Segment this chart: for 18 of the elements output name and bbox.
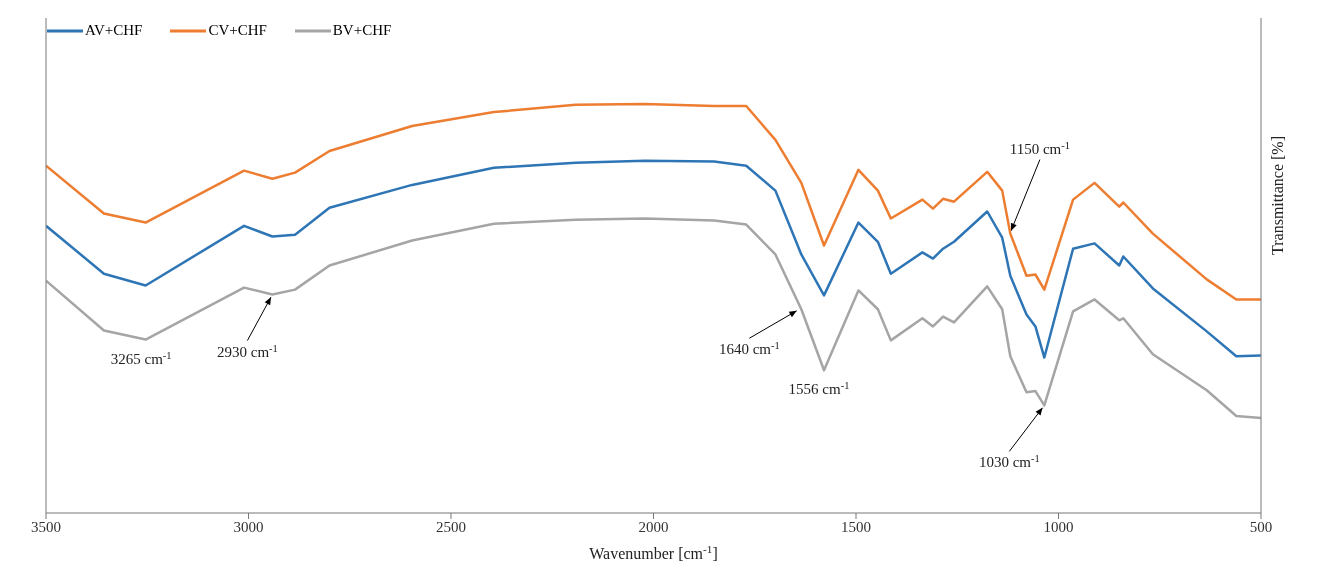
x-tick-label: 500 bbox=[1249, 518, 1273, 535]
annotation: 1030 cm$^{-1}$ bbox=[978, 452, 1040, 471]
annotation: 3265 cm$^{-1}$ bbox=[110, 349, 172, 367]
annotation: 1640 cm$^{-1}$ bbox=[718, 339, 780, 358]
x-tick-label: 1500 bbox=[841, 518, 871, 535]
x-tick-label: 3500 bbox=[31, 518, 61, 535]
legend-label: AV+CHF bbox=[85, 22, 143, 39]
x-axis-title: Wavenumber [cm$^{-1}$] bbox=[589, 543, 718, 562]
y-axis-title: Transmittance [%] bbox=[1269, 136, 1286, 255]
legend-label: BV+CHF bbox=[332, 22, 392, 39]
annotation: 2930 cm$^{-1}$ bbox=[216, 342, 278, 360]
x-tick-label: 2000 bbox=[638, 518, 669, 535]
annotation: 1556 cm$^{-1}$ bbox=[788, 379, 850, 398]
x-tick-label: 1000 bbox=[1043, 518, 1074, 535]
legend-label: CV+CHF bbox=[208, 22, 267, 39]
x-tick-label: 2500 bbox=[436, 518, 466, 535]
x-tick-label: 3000 bbox=[233, 518, 264, 535]
annotation: 1150 cm$^{-1}$ bbox=[1009, 139, 1071, 157]
